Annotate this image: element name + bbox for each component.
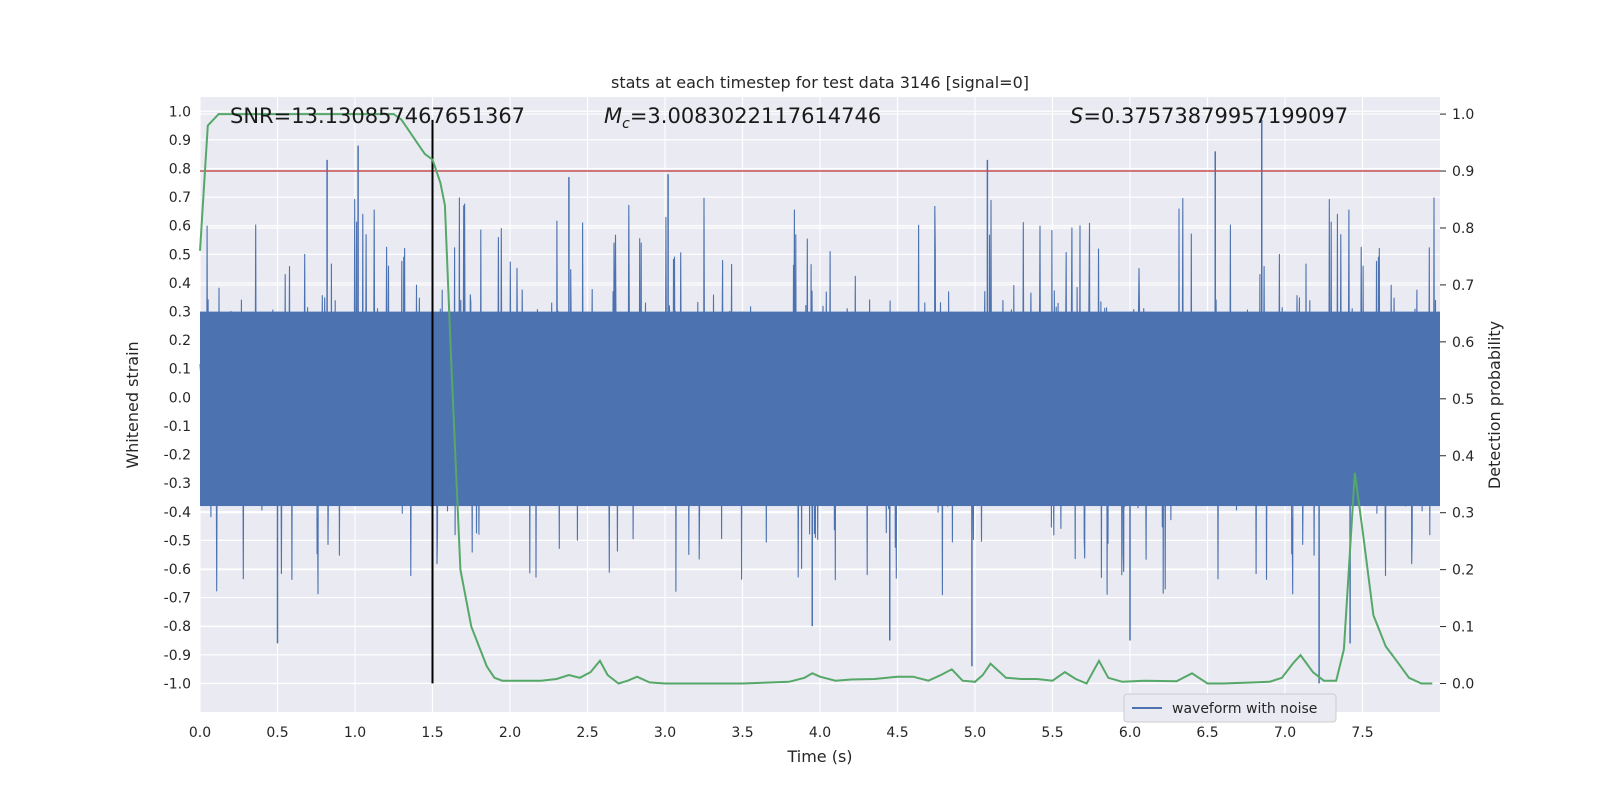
x-tick-label: 6.5: [1196, 725, 1218, 741]
y-tick-label: 0.9: [169, 133, 191, 149]
x-tick-label: 1.0: [344, 725, 366, 741]
legend: waveform with noise: [1123, 693, 1337, 723]
y-tick-label: -0.6: [164, 562, 191, 578]
y-tick-label: -0.9: [164, 648, 191, 664]
x-tick-label: 5.0: [964, 725, 986, 741]
detection-probability-line: [199, 113, 1433, 685]
y-tick-label: 0.7: [169, 190, 191, 206]
y2-tick-label: 1.0: [1452, 107, 1474, 123]
x-tick-label: 4.0: [809, 725, 831, 741]
y-tick-label: -0.3: [164, 476, 191, 492]
x-tick-label: 2.0: [499, 725, 521, 741]
x-tick-label: 0.0: [189, 725, 211, 741]
y2-tick-label: 0.3: [1452, 506, 1474, 522]
y-axis-label: Whitened strain: [123, 341, 142, 468]
y-tick-label: 0.0: [169, 390, 191, 406]
y-tick-label: 0.5: [169, 247, 191, 263]
y-tick-label: -0.8: [164, 619, 191, 635]
x-tick-label: 2.5: [576, 725, 598, 741]
y2-tick-label: 0.6: [1452, 335, 1474, 351]
y2-tick-label: 0.4: [1452, 449, 1474, 465]
chirp-mass-subscript: c: [622, 116, 630, 132]
waveform-core-band: [200, 311, 1440, 507]
y-tick-label: -1.0: [164, 676, 191, 692]
y-tick-label: 0.2: [169, 333, 191, 349]
chirp-mass-symbol: M: [604, 104, 622, 128]
left-axis: 1.0 0.9 0.8 0.7 0.6 0.5 0.4 0.3 0.2 0.1 0.0 -0.1 -0.…: [164, 104, 191, 692]
y-tick-label: -0.1: [164, 419, 191, 435]
y-tick-label: 0.1: [169, 362, 191, 378]
x-tick-label: 5.5: [1041, 725, 1063, 741]
y2-tick-label: 0.2: [1452, 563, 1474, 579]
y-tick-label: 1.0: [169, 104, 191, 120]
chirp-mass-annotation: Mc=3.0083022117614746: [604, 104, 881, 132]
y2-tick-label: 0.1: [1452, 620, 1474, 636]
y2-tick-label: 0.0: [1452, 677, 1474, 693]
y-tick-label: 0.4: [169, 276, 191, 292]
y-tick-label: -0.2: [164, 448, 191, 464]
x-tick-label: 6.0: [1119, 725, 1141, 741]
y2-tick-label: 0.8: [1452, 221, 1474, 237]
s-value: =0.37573879957199097: [1083, 104, 1348, 128]
x-tick-label: 1.5: [421, 725, 443, 741]
waveform-series: [199, 119, 1440, 684]
x-tick-label: 3.0: [654, 725, 676, 741]
y2-tick-label: 0.9: [1452, 164, 1474, 180]
x-tick-label: 7.5: [1351, 725, 1373, 741]
y2-axis-label: Detection probability: [1485, 321, 1504, 489]
x-tick-label: 3.5: [731, 725, 753, 741]
x-tick-label: 4.5: [886, 725, 908, 741]
s-annotation: S=0.37573879957199097: [1070, 104, 1348, 128]
y-tick-label: 0.6: [169, 219, 191, 235]
snr-annotation: SNR=13.130857467651367: [230, 104, 525, 128]
chirp-mass-value: =3.0083022117614746: [630, 104, 881, 128]
legend-box: [1123, 693, 1337, 723]
s-symbol: S: [1070, 104, 1083, 128]
y2-tick-label: 0.7: [1452, 278, 1474, 294]
y2-tick-label: 0.5: [1452, 392, 1474, 408]
y-tick-label: -0.7: [164, 591, 191, 607]
y-tick-label: -0.5: [164, 533, 191, 549]
x-axis-label: Time (s): [786, 747, 852, 766]
y-tick-label: 0.3: [169, 305, 191, 321]
overlays: [199, 113, 1440, 685]
right-axis: 1.0 0.9 0.8 0.7 0.6 0.5 0.4 0.3 0.2 0.1 0.0: [1440, 107, 1474, 693]
chart-title: stats at each timestep for test data 314…: [611, 73, 1029, 92]
x-tick-label: 7.0: [1274, 725, 1296, 741]
x-tick-label: 0.5: [266, 725, 288, 741]
y-tick-label: -0.4: [164, 505, 191, 521]
y-tick-label: 0.8: [169, 162, 191, 178]
legend-label-waveform: waveform with noise: [1172, 701, 1317, 717]
x-axis: 0.0 0.5 1.0 1.5 2.0 2.5 3.0 3.5 4.0 4.5 5.0 5.5 6.0 6…: [189, 725, 1374, 741]
